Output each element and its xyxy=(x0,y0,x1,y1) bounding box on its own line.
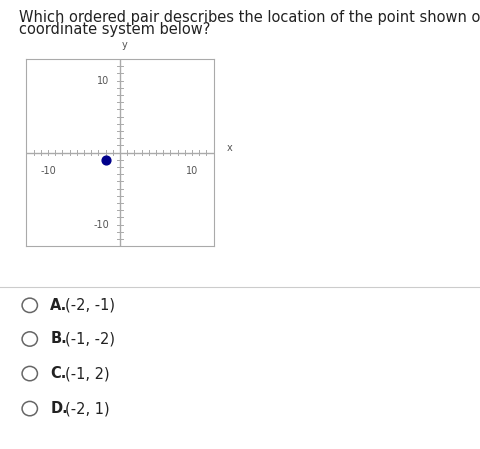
Text: (-2, -1): (-2, -1) xyxy=(65,298,115,313)
Text: C.: C. xyxy=(50,366,67,381)
Text: coordinate system below?: coordinate system below? xyxy=(19,22,211,37)
Text: B.: B. xyxy=(50,331,67,347)
Text: (-2, 1): (-2, 1) xyxy=(65,401,109,416)
Text: x: x xyxy=(227,143,232,154)
Text: A.: A. xyxy=(50,298,68,313)
Text: y: y xyxy=(121,40,127,50)
Text: -10: -10 xyxy=(94,220,109,229)
Text: Which ordered pair describes the location of the point shown on the: Which ordered pair describes the locatio… xyxy=(19,10,480,25)
Text: (-1, 2): (-1, 2) xyxy=(65,366,109,381)
Text: 10: 10 xyxy=(186,166,198,176)
Text: 10: 10 xyxy=(97,76,109,86)
Point xyxy=(102,156,109,163)
Text: D.: D. xyxy=(50,401,68,416)
Text: -10: -10 xyxy=(40,166,56,176)
Text: (-1, -2): (-1, -2) xyxy=(65,331,115,347)
